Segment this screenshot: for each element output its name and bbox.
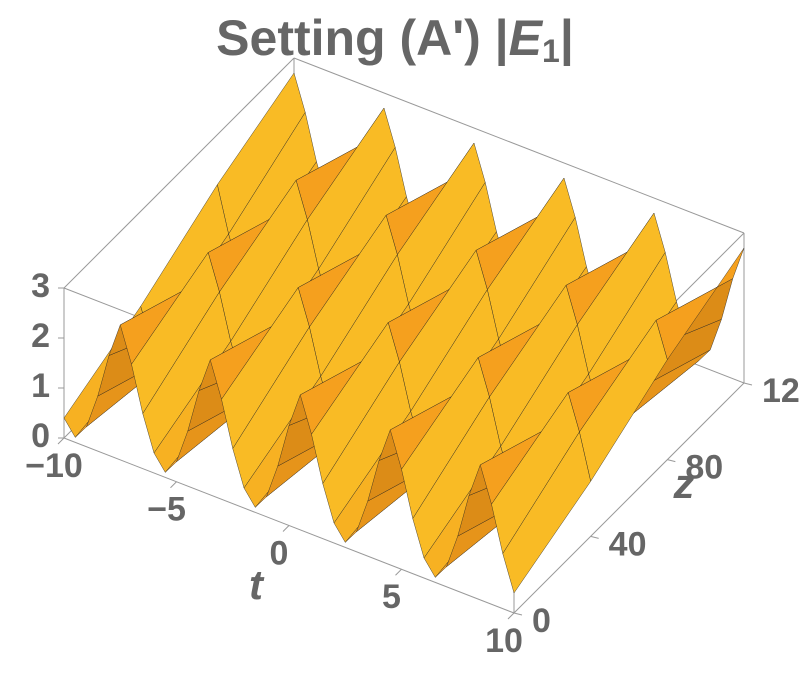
tick-label: 0: [31, 417, 50, 455]
y-axis-label: z: [673, 460, 695, 507]
tick-mark: [590, 535, 599, 539]
surface-patch: [502, 431, 591, 594]
tick-label: 0: [532, 602, 551, 640]
tick-mark: [57, 437, 65, 445]
tick-label: 120: [762, 372, 800, 410]
chart-title: Setting (A') |E1|: [216, 10, 574, 69]
tick-mark: [513, 612, 523, 616]
tick-label: 80: [685, 449, 723, 487]
title-text: |: [560, 10, 574, 67]
box-edge: [513, 382, 745, 614]
tick-label: 3: [31, 267, 50, 305]
x-axis-label: t: [249, 561, 265, 608]
tick-mark: [743, 382, 753, 386]
tick-label: 5: [382, 578, 401, 616]
tick-label: 40: [609, 525, 647, 563]
title-subscript: 1: [542, 33, 560, 69]
title-text: Setting (A') |: [216, 10, 509, 67]
box-edge: [293, 57, 745, 234]
tick-label: 1: [31, 367, 50, 405]
box-edge: [63, 57, 295, 289]
tick-mark: [282, 525, 290, 532]
tick-mark: [395, 568, 402, 576]
surface: [63, 72, 745, 594]
title-symbol: E: [509, 10, 544, 66]
tick-label: −10: [25, 447, 83, 485]
ticks: −10−50510040801200123: [25, 267, 800, 660]
tick-label: 0: [270, 534, 289, 572]
tick-mark: [507, 612, 515, 620]
tick-mark: [667, 459, 676, 463]
tick-label: 10: [485, 622, 523, 660]
tick-mark: [170, 481, 177, 489]
tick-label: −5: [147, 491, 186, 529]
tick-label: 2: [31, 317, 50, 355]
